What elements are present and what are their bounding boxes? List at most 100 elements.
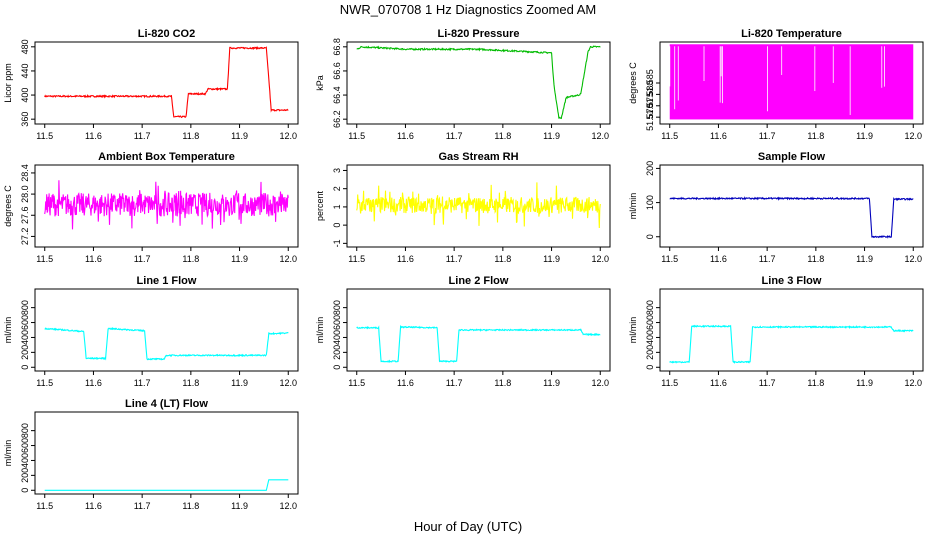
y-tick-label: 28.4 (20, 164, 30, 182)
y-tick-label: 440 (20, 63, 30, 78)
chart-panel-1: Li-820 CO211.5 11.6 11.7 11.8 11.9 12.0360400… (3, 28, 298, 141)
y-tick-label: 600 (20, 315, 30, 330)
x-tick-label: 11.7 (446, 378, 463, 388)
x-tick-label: 11.6 (397, 378, 414, 388)
series-line (45, 180, 289, 229)
x-tick-label: 11.8 (182, 254, 199, 264)
x-tick-label: 11.5 (661, 378, 678, 388)
y-tick-label: 200 (332, 345, 342, 360)
x-tick-label: 11.6 (710, 378, 727, 388)
x-tick-label: 11.6 (85, 378, 102, 388)
panel-title: Li-820 Pressure (438, 28, 520, 40)
y-tick-label: 0 (332, 223, 342, 228)
plot-frame (35, 412, 298, 494)
x-tick-label: 11.5 (661, 131, 678, 141)
x-tick-label: 11.5 (36, 501, 53, 511)
x-tick-label: 11.9 (231, 501, 248, 511)
panel-title: Ambient Box Temperature (98, 151, 235, 163)
series-line (670, 198, 914, 238)
y-tick-label: 66.8 (332, 38, 342, 56)
x-tick-label: 12.0 (279, 378, 297, 388)
y-tick-label: 400 (20, 453, 30, 468)
panel-title: Line 3 Flow (762, 275, 822, 287)
x-tick-label: 12.0 (591, 254, 609, 264)
figure-xlabel: Hour of Day (UTC) (414, 519, 522, 534)
y-tick-label: 27.6 (20, 206, 30, 224)
y-tick-label: 360 (20, 112, 30, 127)
y-axis-label: ml/min (628, 193, 638, 220)
chart-panel-7: Line 1 Flow 11.5 11.6 11.7 11.8 11.9 12.0 0 2004… (3, 275, 298, 388)
y-tick-label: 0 (20, 488, 30, 493)
x-tick-label: 11.7 (759, 131, 776, 141)
y-tick-label: 400 (332, 330, 342, 345)
series-line (357, 327, 601, 362)
x-tick-label: 12.0 (591, 378, 609, 388)
panel-title: Gas Stream RH (438, 151, 518, 163)
chart-panel-8: Line 2 Flow11.5 11.6 11.7 11.8 11.9 12.002004… (315, 275, 610, 388)
x-tick-label: 12.0 (279, 254, 297, 264)
x-tick-label: 11.9 (856, 378, 873, 388)
y-tick-label: 600 (332, 315, 342, 330)
y-tick-label: 200 (645, 345, 655, 360)
series-line (357, 182, 601, 228)
x-tick-label: 11.8 (182, 378, 199, 388)
y-tick-label: 200 (20, 468, 30, 483)
x-tick-label: 11.6 (397, 131, 414, 141)
x-tick-label: 11.9 (231, 378, 248, 388)
series-line (670, 326, 914, 363)
panel-title: Line 2 Flow (449, 275, 509, 287)
x-tick-label: 11.7 (446, 131, 463, 141)
chart-panel-10: Line 4 (LT) Flow 11.5 11.6 11.7 11.8 11.9 12.0… (3, 398, 298, 511)
x-tick-label: 11.5 (661, 254, 678, 264)
x-tick-label: 11.7 (134, 131, 151, 141)
y-tick-label: 51.585 (645, 69, 655, 97)
x-tick-label: 12.0 (279, 501, 297, 511)
x-tick-label: 11.9 (231, 131, 248, 141)
x-tick-label: 11.9 (856, 131, 873, 141)
y-tick-label: 66.6 (332, 62, 342, 80)
x-tick-label: 11.6 (85, 501, 102, 511)
y-tick-label: 2 (332, 186, 342, 191)
x-tick-label: 12.0 (904, 378, 922, 388)
chart-panel-5: Gas Stream RH11.5 11.6 11.7 11.8 11.9 12.0-10… (315, 151, 610, 264)
y-axis-label: ml/min (3, 317, 13, 344)
panel-title: Li-820 Temperature (741, 28, 842, 40)
y-tick-label: 28.0 (20, 185, 30, 203)
x-tick-label: 11.9 (543, 131, 560, 141)
y-tick-label: 200 (20, 345, 30, 360)
diagnostics-figure: NWR_070708 1 Hz Diagnostics Zoomed AM Ho… (0, 0, 936, 540)
x-tick-label: 12.0 (904, 254, 922, 264)
y-axis-label: ml/min (3, 440, 13, 467)
x-tick-label: 11.5 (36, 254, 53, 264)
y-tick-label: 800 (20, 300, 30, 315)
y-tick-label: 400 (20, 330, 30, 345)
y-tick-label: 400 (20, 88, 30, 103)
chart-panel-2: Li-820 Pressure 11.5 11.6 11.7 11.8 11.9 12.0 6… (315, 28, 610, 141)
x-tick-label: 11.6 (85, 254, 102, 264)
y-tick-label: 3 (332, 168, 342, 173)
x-tick-label: 12.0 (591, 131, 609, 141)
y-tick-label: 200 (645, 161, 655, 176)
y-tick-label: 1 (332, 204, 342, 209)
y-tick-label: 480 (20, 39, 30, 54)
x-tick-label: 11.6 (710, 131, 727, 141)
x-tick-label: 11.5 (348, 254, 365, 264)
y-axis-label: ml/min (628, 317, 638, 344)
y-tick-label: 100 (645, 195, 655, 210)
x-tick-label: 11.7 (446, 254, 463, 264)
x-tick-label: 11.8 (182, 501, 199, 511)
y-tick-label: 800 (332, 300, 342, 315)
chart-panel-6: Sample Flow 11.5 11.6 11.7 11.8 11.9 12.0 0 100 2… (628, 151, 923, 264)
x-tick-label: 11.5 (36, 131, 53, 141)
temperature-band (670, 44, 914, 119)
y-axis-label: ml/min (315, 317, 325, 344)
x-tick-label: 11.9 (856, 254, 873, 264)
chart-panel-4: Ambient Box Temperature 11.5 11.6 11.7 11.8 1… (3, 151, 298, 264)
y-axis-label: kPa (315, 75, 325, 91)
x-tick-label: 11.8 (807, 378, 824, 388)
y-axis-label: degrees C (3, 185, 13, 227)
panels: Li-820 CO211.5 11.6 11.7 11.8 11.9 12.0360400… (3, 28, 923, 511)
x-tick-label: 11.8 (807, 131, 824, 141)
series-line (45, 328, 289, 360)
y-axis-label: degrees C (628, 62, 638, 104)
